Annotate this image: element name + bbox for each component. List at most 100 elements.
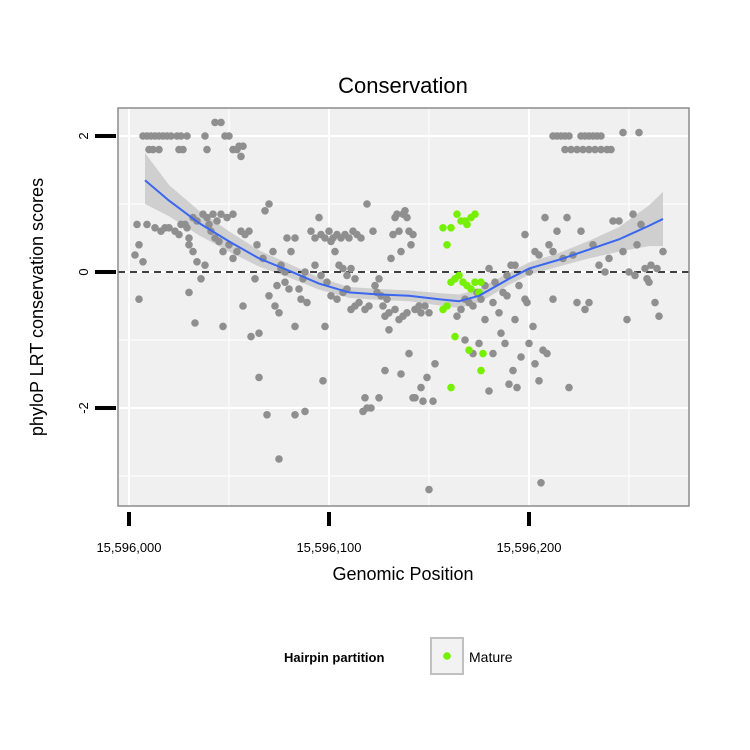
data-point: [619, 128, 627, 137]
axes: 15,596,000 15,596,100 15,596,200 2 0 -2: [76, 132, 562, 555]
confidence-band-area: [145, 153, 663, 309]
data-point: [239, 142, 247, 150]
data-point: [229, 210, 237, 218]
data-point: [457, 305, 465, 314]
data-point: [351, 275, 359, 283]
data-point: [573, 298, 581, 307]
data-point: [217, 118, 225, 127]
smooth-line: [144, 179, 664, 303]
data-point: [553, 227, 561, 235]
y-tick-label: -2: [76, 402, 91, 414]
data-point-mature: [479, 349, 487, 358]
data-point: [155, 145, 163, 154]
data-point: [379, 302, 387, 310]
data-point: [495, 309, 503, 317]
data-point: [283, 234, 291, 242]
data-point-mature: [453, 210, 461, 218]
data-point: [139, 258, 147, 266]
data-point: [491, 278, 499, 287]
data-point: [563, 213, 571, 222]
data-point: [251, 275, 259, 283]
data-point: [301, 268, 309, 276]
data-point: [347, 264, 355, 273]
data-point: [269, 247, 277, 256]
data-point: [511, 261, 519, 270]
grid-lines: [118, 108, 689, 506]
data-point: [421, 302, 429, 310]
data-point: [409, 230, 417, 239]
data-point: [357, 234, 365, 242]
data-point: [391, 305, 399, 314]
data-point: [389, 230, 397, 239]
data-point: [469, 302, 477, 310]
data-point: [511, 315, 519, 324]
data-point: [237, 152, 245, 161]
data-point: [333, 295, 341, 304]
data-point: [375, 394, 383, 402]
data-point: [345, 234, 353, 242]
data-point: [397, 247, 405, 256]
data-point: [529, 322, 537, 331]
data-point: [201, 132, 209, 140]
data-point: [151, 224, 159, 232]
data-point: [275, 309, 283, 317]
data-point-mature: [467, 285, 475, 293]
data-point: [209, 210, 217, 218]
data-point: [165, 224, 173, 232]
data-point: [217, 210, 225, 218]
data-point: [271, 302, 279, 310]
data-point: [131, 251, 139, 259]
data-point: [239, 302, 247, 310]
data-point: [411, 394, 419, 402]
data-point: [253, 241, 261, 249]
data-point: [331, 247, 339, 256]
data-point: [403, 309, 411, 317]
data-point: [401, 207, 409, 215]
data-point-mature: [465, 346, 473, 355]
data-point: [425, 485, 433, 494]
data-point: [321, 234, 329, 242]
data-point: [485, 264, 493, 273]
data-point: [503, 271, 511, 280]
data-points: [131, 118, 667, 494]
legend-key-dot: [443, 652, 451, 660]
data-point: [325, 227, 333, 235]
data-point: [185, 234, 193, 242]
legend: Hairpin partition Mature: [284, 637, 513, 675]
data-point: [203, 213, 211, 222]
data-point: [303, 298, 311, 307]
plot-border: [117, 107, 690, 507]
data-point: [605, 254, 613, 263]
data-point: [191, 319, 199, 327]
data-point-mature: [443, 302, 451, 310]
data-point: [189, 247, 197, 256]
data-point: [385, 309, 393, 317]
data-point: [397, 370, 405, 378]
data-point: [619, 247, 627, 256]
data-point: [561, 145, 569, 154]
data-point: [645, 278, 653, 287]
confidence-band: [145, 153, 663, 309]
data-point: [545, 241, 553, 249]
data-point-mature: [477, 366, 485, 375]
data-point: [255, 373, 263, 382]
data-point: [489, 298, 497, 307]
data-point: [223, 213, 231, 222]
data-point: [475, 339, 483, 348]
data-point: [375, 275, 383, 283]
data-point: [225, 132, 233, 140]
data-point: [255, 329, 263, 338]
data-point: [535, 251, 543, 259]
data-point: [565, 383, 573, 392]
data-point: [515, 281, 523, 290]
data-point: [263, 411, 271, 419]
data-point: [247, 332, 255, 341]
data-point-mature: [455, 271, 463, 280]
data-point: [361, 394, 369, 402]
data-point: [185, 288, 193, 297]
data-point: [319, 377, 327, 385]
legend-label-mature: Mature: [469, 649, 513, 665]
data-point: [261, 207, 269, 215]
data-point: [635, 128, 643, 137]
data-point: [363, 200, 371, 208]
